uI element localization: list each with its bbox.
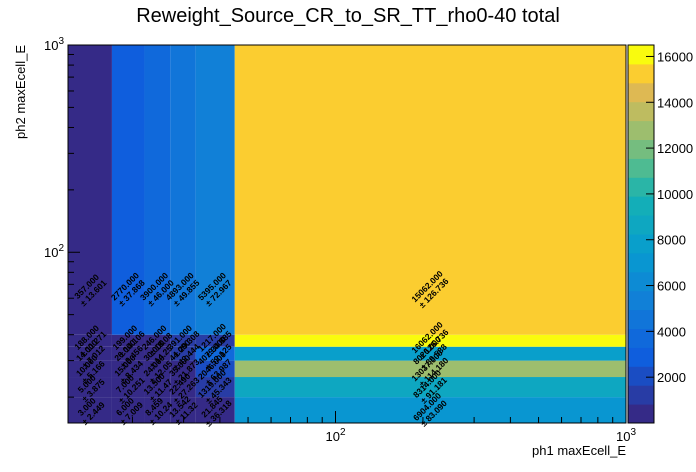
colorbar-tick-label: 10000 [657,187,693,202]
heatmap-cell [234,346,627,361]
heatmap-cell [195,45,235,335]
heatmap-cell [195,377,235,398]
colorbar-segment [628,120,654,140]
colorbar-segment [628,101,654,122]
heatmap-cell [111,346,145,361]
colorbar-segment [628,196,654,216]
heatmap-cell [111,45,145,335]
heatmap-cell [111,360,145,378]
heatmap-cell [234,397,627,423]
colorbar-segment [628,82,654,103]
heatmap-cell [68,45,112,335]
heatmap-cell [170,397,196,423]
heatmap-cell [144,346,171,361]
heatmap-cell [234,360,627,378]
heatmap-cell [68,397,112,423]
colorbar-segment [628,252,654,273]
heatmap-cell [111,397,145,423]
heatmap-cell [195,397,235,423]
heatmap-cell [68,334,112,347]
heatmap-cell [170,346,196,361]
heatmap-cell [234,334,627,347]
heatmap-cell [195,346,235,361]
x-tick-label: 102 [325,427,345,444]
y-tick-label: 102 [44,243,64,260]
heatmap-cell [144,45,171,335]
heatmap-cell [68,346,112,361]
colorbar-segment [628,45,654,65]
colorbar-segment [628,139,654,159]
heatmap-cell [234,377,627,398]
colorbar-segment [628,309,654,329]
colorbar-tick-label: 14000 [657,95,693,110]
colorbar-tick-label: 16000 [657,49,693,64]
colorbar-segment [628,234,654,254]
colorbar-segment [628,158,654,178]
y-tick-label: 103 [44,36,64,53]
heatmap-cell [68,360,112,378]
colorbar-segment [628,290,654,311]
x-axis-label: ph1 maxEcell_E [532,443,626,458]
colorbar: 2000 4000 6000 8000 10000 12000 14000 16000 [627,44,693,424]
heatmap-cell [234,45,627,335]
heatmap-cell [111,377,145,398]
colorbar-frame [627,44,655,424]
colorbar-tick-label: 2000 [657,370,686,385]
heatmap-cell [68,377,112,398]
colorbar-segment [628,404,654,424]
heatmap-cell [144,377,171,398]
axes: 102 103 102 103 [44,36,636,444]
colorbar-tick-label: 12000 [657,141,693,156]
colorbar-segment [628,366,654,386]
heatmap-cells [68,45,627,423]
heatmap-cell [144,397,171,423]
heatmap-cell [111,334,145,347]
colorbar-tick-label: 8000 [657,233,686,248]
plot-frame [67,44,627,424]
colorbar-segment [628,347,654,367]
colorbar-tick-label: 4000 [657,324,686,339]
heatmap-cell [170,377,196,398]
heatmap-cell [170,334,196,347]
colorbar-segment [628,385,654,405]
colorbar-segment [628,177,654,197]
y-axis-label: ph2 maxEcell_E [13,45,28,139]
heatmap-cell [170,360,196,378]
colorbar-segment [628,215,654,235]
heatmap-cell [144,334,171,347]
colorbar-tick-label: 6000 [657,279,686,294]
heatmap-cell [195,360,235,378]
heatmap-cell [144,360,171,378]
colorbar-segment [628,271,654,292]
colorbar-segment [628,63,654,84]
x-tick-label: 103 [616,427,636,444]
heatmap-cell [170,45,196,335]
chart-title: Reweight_Source_CR_to_SR_TT_rho0-40 tota… [136,5,560,27]
heatmap-cell [195,334,235,347]
colorbar-segment [628,328,654,348]
